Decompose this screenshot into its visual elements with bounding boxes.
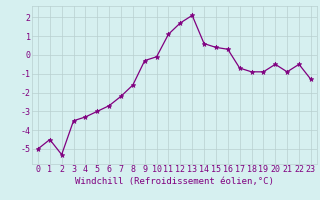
- X-axis label: Windchill (Refroidissement éolien,°C): Windchill (Refroidissement éolien,°C): [75, 177, 274, 186]
